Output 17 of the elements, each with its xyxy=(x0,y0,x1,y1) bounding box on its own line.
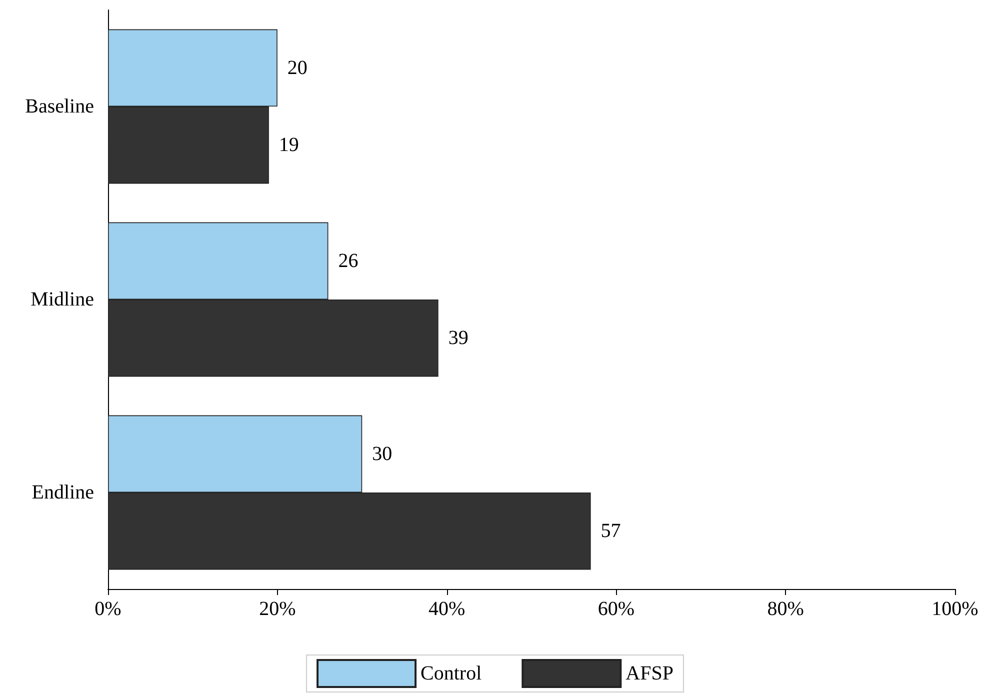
data-label: 20 xyxy=(287,56,308,79)
x-tick-label: 100% xyxy=(932,598,978,620)
y-tick-label: Endline xyxy=(32,482,94,504)
x-tick-label: 0% xyxy=(94,598,122,620)
x-tick-label: 80% xyxy=(767,598,804,620)
x-tick-label: 20% xyxy=(259,598,296,620)
y-tick-label: Baseline xyxy=(25,96,94,118)
x-tick-label: 60% xyxy=(598,598,635,620)
legend-label: Control xyxy=(420,662,482,684)
y-tick-label: Midline xyxy=(30,288,94,310)
data-label: 30 xyxy=(372,442,392,465)
data-label: 19 xyxy=(278,134,299,156)
x-tick-label: 40% xyxy=(428,598,466,620)
data-label: 26 xyxy=(338,250,358,272)
legend-label: AFSP xyxy=(626,662,674,684)
data-label: 39 xyxy=(448,327,468,350)
data-label: 57 xyxy=(600,520,621,542)
